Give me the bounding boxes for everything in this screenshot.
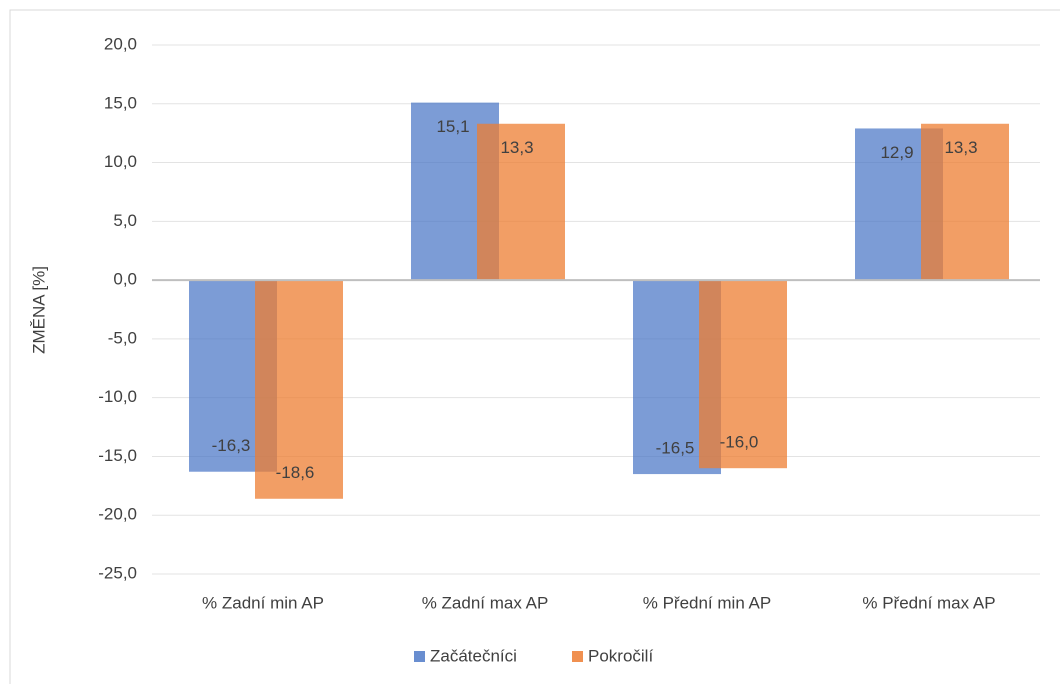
- legend-swatch: [572, 651, 583, 662]
- y-tick-label: 5,0: [113, 211, 137, 230]
- data-label: 12,9: [880, 143, 913, 162]
- x-tick-label: % Zadní max AP: [422, 593, 549, 612]
- legend-label: Začátečníci: [430, 646, 517, 665]
- bar: [255, 280, 343, 499]
- data-label: 13,3: [944, 138, 977, 157]
- y-tick-label: -25,0: [98, 563, 137, 582]
- y-tick-label: 0,0: [113, 270, 137, 289]
- chart-frame: [9, 9, 1060, 684]
- y-axis-label: ZMĚNA [%]: [29, 266, 48, 354]
- legend-swatch: [414, 651, 425, 662]
- legend-label: Pokročilí: [588, 646, 653, 665]
- y-tick-label: -20,0: [98, 505, 137, 524]
- data-label: 13,3: [500, 138, 533, 157]
- y-tick-label: 20,0: [104, 34, 137, 53]
- data-label: -16,5: [656, 439, 695, 458]
- bar: [921, 123, 1009, 281]
- data-label: 15,1: [436, 117, 469, 136]
- x-tick-label: % Přední max AP: [862, 593, 995, 612]
- y-tick-label: -5,0: [108, 328, 137, 347]
- data-label: -16,0: [720, 433, 759, 452]
- x-tick-label: % Zadní min AP: [202, 593, 324, 612]
- data-label: -16,3: [212, 436, 251, 455]
- bar: [699, 280, 787, 469]
- y-tick-label: -10,0: [98, 387, 137, 406]
- y-tick-label: -15,0: [98, 446, 137, 465]
- data-label: -18,6: [276, 463, 315, 482]
- y-tick-label: 10,0: [104, 152, 137, 171]
- y-tick-label: 15,0: [104, 93, 137, 112]
- x-tick-label: % Přední min AP: [643, 593, 772, 612]
- bar: [477, 123, 565, 281]
